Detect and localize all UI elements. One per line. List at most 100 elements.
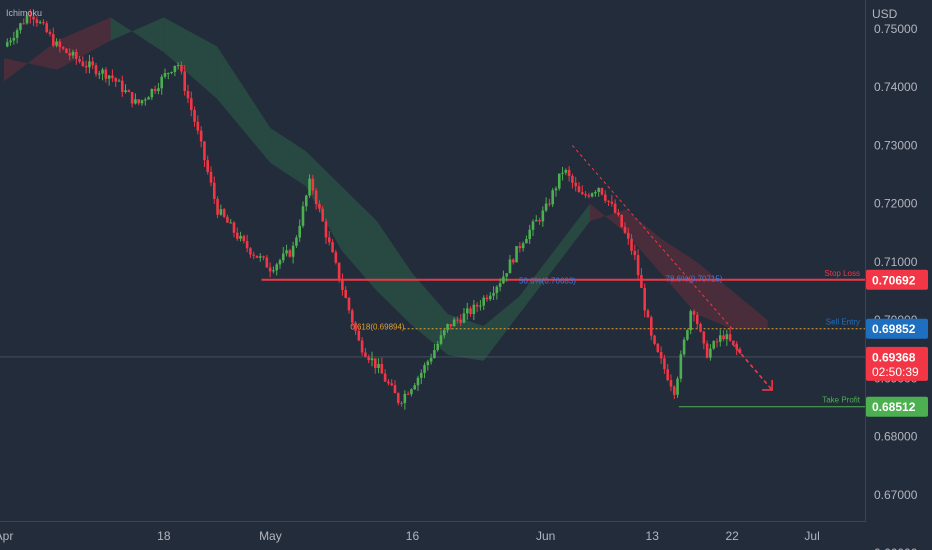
candle-body (367, 356, 371, 361)
candle-body (406, 393, 410, 395)
arrow-head (762, 379, 773, 391)
candle-body (104, 69, 108, 79)
candle-body (400, 402, 403, 404)
candle-body (295, 237, 298, 246)
projection-arrow-line (731, 342, 773, 391)
candle-body (360, 340, 364, 353)
candle-body (617, 212, 620, 215)
price-badge-label: 0.68512 (872, 400, 916, 414)
candle-body (140, 100, 144, 104)
candle-body (623, 226, 627, 233)
candle-body (390, 383, 394, 386)
cloud-segment (270, 127, 306, 187)
price-badge (866, 318, 928, 339)
candle-body (577, 186, 581, 193)
candle-body (235, 232, 239, 239)
fib-label: 0.618(0.69894) (350, 322, 405, 331)
candle-body (314, 190, 318, 204)
candle-body (71, 52, 75, 56)
level-label: Stop Loss (824, 269, 860, 278)
candle-body (396, 393, 400, 403)
candle-body (249, 248, 252, 255)
cloud-segment (554, 203, 591, 268)
candle-body (74, 52, 78, 59)
candle-body (643, 287, 646, 311)
candle-body (574, 182, 577, 187)
candle-body (189, 98, 193, 111)
candle-body (281, 253, 285, 261)
candle-body (446, 324, 449, 331)
candle-body (308, 178, 311, 196)
candle-body (600, 188, 604, 195)
candle-body (452, 319, 456, 327)
cloud-segment (305, 151, 342, 251)
candle-body (19, 23, 22, 31)
candle-body (232, 222, 236, 233)
candle-body (607, 200, 610, 202)
candle-body (544, 203, 548, 211)
level-label: Take Profit (822, 396, 861, 405)
fib-label: 78.6%(0.70715) (666, 274, 723, 283)
candle-body (580, 192, 584, 195)
candle-body (216, 198, 219, 215)
candle-body (130, 92, 134, 104)
candle-body (68, 52, 72, 56)
y-tick-label: 0.71000 (874, 255, 918, 269)
candle-body (590, 193, 594, 197)
indicator-label[interactable]: Ichimoku (6, 8, 43, 18)
y-tick-label: 0.75000 (874, 22, 918, 36)
candle-body (51, 34, 55, 46)
candle-body (738, 349, 742, 354)
countdown-label: 02:50:39 (872, 365, 919, 379)
candle-body (15, 30, 19, 38)
x-axis-ticks: Apr 18 May 16 Jun 13 22 Jul (0, 529, 820, 543)
cloud-segment (661, 238, 697, 315)
candle-body (58, 41, 62, 48)
candle-body (462, 313, 466, 323)
candle-body (101, 69, 104, 74)
candle-body (459, 319, 462, 323)
candle-body (120, 80, 124, 93)
price-axis-panel[interactable] (866, 0, 932, 522)
candle-body (32, 16, 35, 20)
candle-body (150, 88, 154, 98)
candle-body (531, 221, 535, 230)
candle-body (433, 350, 436, 358)
analysis-lines: Stop Loss Sell Entry Take Profit 0.618(0.69… (0, 269, 866, 408)
level-label: Sell Entry (826, 318, 860, 327)
candle-body (327, 237, 331, 243)
candle-body (521, 243, 525, 249)
candle-body (702, 331, 706, 344)
candle-body (511, 259, 515, 263)
currency-label: USD (872, 7, 898, 21)
candle-body (28, 15, 32, 17)
price-badge (866, 269, 928, 290)
x-tick-label: 22 (725, 529, 739, 543)
candle-body (548, 203, 551, 205)
candle-body (620, 214, 623, 227)
y-tick-label: 0.72000 (874, 197, 918, 211)
price-badge-label: 0.69852 (872, 322, 916, 336)
candle-body (518, 246, 522, 249)
candle-body (61, 47, 65, 49)
candle-body (456, 319, 459, 321)
cloud-segment (732, 290, 768, 329)
cloud-segment (110, 17, 164, 53)
candle-body (311, 178, 315, 191)
candle-body (626, 232, 630, 239)
candle-body (9, 40, 12, 43)
candle-body (114, 78, 118, 82)
candle-body (508, 259, 512, 274)
candle-body (107, 75, 111, 79)
candle-body (137, 99, 141, 104)
candle-body (380, 364, 384, 374)
time-axis-panel[interactable] (0, 522, 932, 550)
candle-body (403, 393, 407, 404)
x-tick-label: 16 (406, 529, 420, 543)
candle-body (419, 373, 423, 378)
candle-body (334, 252, 338, 263)
candle-body (5, 42, 9, 47)
candle-body (272, 270, 275, 272)
